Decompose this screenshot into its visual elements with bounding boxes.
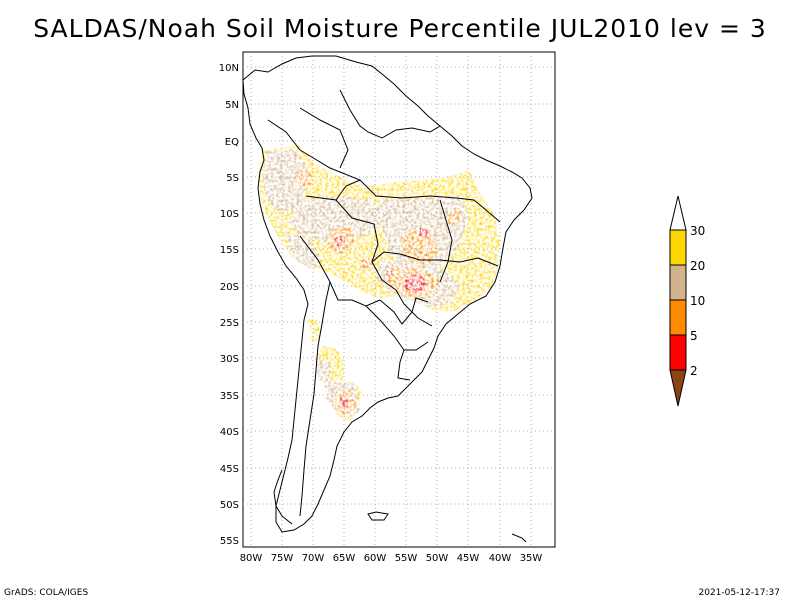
border-line — [299, 149, 457, 199]
lon-tick-label: 70W — [302, 553, 325, 564]
colorbar-label: 5 — [690, 329, 698, 343]
colorbar-segment-5 — [669, 334, 687, 371]
lat-tick-label: 25S — [220, 318, 239, 329]
latitude-axis: 10N 5N EQ 5S 10S 15S 20S 25S 30S 35S 40S… — [219, 63, 239, 547]
colorbar-segment-20 — [669, 264, 687, 301]
lon-tick-label: 50W — [426, 553, 449, 564]
colorbar-segment-10 — [669, 299, 687, 336]
lon-tick-label: 60W — [364, 553, 387, 564]
colorbar-label: 2 — [690, 364, 698, 378]
lon-tick-label: 35W — [520, 553, 543, 564]
colorbar-label: 10 — [690, 294, 705, 308]
lat-tick-label: 30S — [220, 354, 239, 365]
colorbar-over-triangle — [669, 195, 687, 231]
lat-tick-label: 35S — [220, 391, 239, 402]
lat-tick-label: EQ — [225, 137, 239, 148]
colorbar-label: 20 — [690, 259, 705, 273]
falkland-islands — [367, 511, 389, 521]
lat-tick-label: 20S — [220, 282, 239, 293]
lon-tick-label: 40W — [489, 553, 512, 564]
border-line — [305, 195, 397, 291]
footer-timestamp: 2021-05-12-17:37 — [698, 588, 781, 598]
border-line — [371, 251, 421, 263]
map-title: SALDAS/Noah Soil Moisture Percentile JUL… — [33, 14, 767, 43]
border-line — [267, 119, 301, 151]
colorbar-under-triangle — [669, 369, 687, 407]
border-line — [397, 349, 411, 381]
border-line — [379, 297, 429, 325]
longitude-axis: 80W 75W 70W 65W 60W 55W 50W 45W 40W 35W — [240, 553, 543, 564]
lat-tick-label: 5N — [225, 100, 239, 111]
lon-tick-label: 80W — [240, 553, 263, 564]
colorbar-label: 30 — [690, 224, 705, 238]
lat-tick-label: 10N — [219, 63, 239, 74]
lon-tick-label: 55W — [395, 553, 418, 564]
lon-tick-label: 45W — [457, 553, 480, 564]
percentile-shading — [258, 145, 500, 422]
border-line — [455, 197, 501, 223]
border-line — [395, 289, 433, 327]
map-frame — [242, 51, 556, 548]
colorbar-legend — [669, 195, 687, 407]
lat-tick-label: 50S — [220, 500, 239, 511]
lat-tick-label: 45S — [220, 464, 239, 475]
country-borders — [243, 55, 533, 543]
colorbar-segment-30 — [669, 229, 687, 266]
border-line — [339, 89, 441, 139]
border-line — [439, 199, 453, 283]
colorbar-labels: 30 20 10 5 2 — [690, 224, 705, 378]
border-line — [420, 257, 499, 267]
coast-detail — [273, 469, 293, 525]
lat-tick-label: 5S — [226, 173, 239, 184]
lat-tick-label: 40S — [220, 427, 239, 438]
lon-tick-label: 75W — [271, 553, 294, 564]
coast-detail — [511, 533, 527, 543]
border-line — [365, 305, 429, 351]
border-line — [299, 107, 349, 169]
lon-tick-label: 65W — [333, 553, 356, 564]
lat-tick-label: 15S — [220, 245, 239, 256]
footer-credit: GrADS: COLA/IGES — [4, 588, 89, 598]
border-line — [335, 179, 361, 201]
lat-tick-label: 10S — [220, 209, 239, 220]
lat-tick-label: 55S — [220, 536, 239, 547]
border-line — [299, 281, 331, 517]
